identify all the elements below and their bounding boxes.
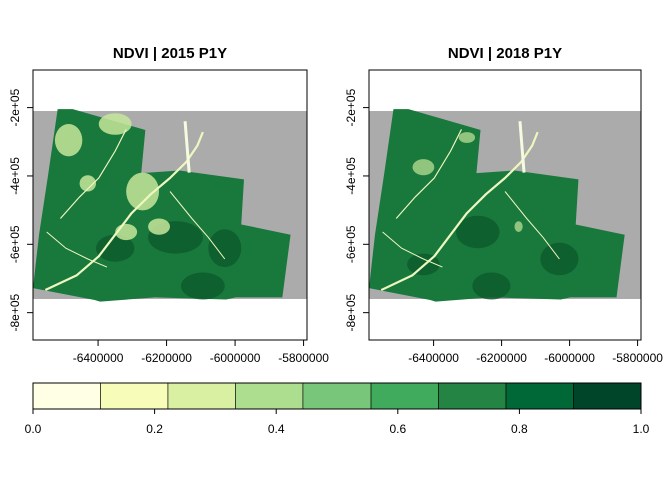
river-tributary [59, 129, 127, 219]
sparse-vegetation-patch [458, 132, 476, 143]
dense-vegetation-patch [208, 229, 242, 268]
x-tick-label: -5800000 [612, 351, 663, 365]
colorbar-swatch [235, 382, 304, 410]
colorbar-tick-label: 0.8 [511, 422, 528, 436]
x-tick-label: -6400000 [73, 351, 124, 365]
panel-raster [33, 109, 307, 302]
y-tick-label: -6e+05 [8, 225, 22, 263]
y-tick-label: -4e+05 [8, 157, 22, 195]
sparse-vegetation-patch [98, 113, 132, 135]
y-tick-label: -2e+05 [344, 88, 358, 126]
colorbar-swatch [32, 382, 101, 410]
river-main [380, 131, 539, 292]
y-tick-label: -4e+05 [344, 157, 358, 195]
colorbar-swatch [370, 382, 439, 410]
panel-title: NDVI | 2015 P1Y [113, 45, 227, 62]
colorbar-swatch [100, 382, 169, 410]
colorbar-swatch [438, 382, 507, 410]
edge-streak [518, 121, 526, 173]
y-tick-label: -8e+05 [8, 293, 22, 331]
colorbar-swatch [302, 382, 372, 410]
colorbar-frame [32, 382, 642, 410]
dense-vegetation-patch [96, 234, 135, 262]
river-tributary [46, 231, 108, 268]
river-tributary [382, 231, 443, 268]
panel-raster [369, 109, 641, 302]
map-panel: NDVI | 2018 P1Y -6400000 -6200000 -6000000 -… [344, 45, 663, 365]
sparse-vegetation-patch [514, 221, 523, 233]
sparse-vegetation-patch [79, 175, 97, 192]
colorbar-tick-label: 0.0 [25, 422, 42, 436]
river-tributary [169, 191, 226, 260]
river-tributary [504, 191, 560, 260]
sparse-vegetation-patch [412, 159, 435, 176]
colorbar-legend: 0.0 0.2 0.4 0.6 0.8 1.0 [25, 382, 650, 436]
y-tick-label: -6e+05 [344, 225, 358, 263]
x-tick-label: -6200000 [141, 351, 192, 365]
colorbar-tick-label: 1.0 [633, 422, 650, 436]
y-tick-label: -2e+05 [8, 88, 22, 126]
panel-title: NDVI | 2018 P1Y [448, 45, 562, 62]
panels: NDVI | 2015 P1Y -6400000 -6200000 -6000000 -… [8, 45, 663, 365]
colorbar-swatch [167, 382, 236, 410]
colorbar-tick-label: 0.4 [268, 422, 285, 436]
map-panel: NDVI | 2015 P1Y -6400000 -6200000 -6000000 -… [8, 45, 329, 365]
edge-streak [183, 121, 191, 173]
river-tributary [395, 129, 463, 219]
y-tick-label: -8e+05 [344, 293, 358, 331]
x-tick-label: -6200000 [476, 351, 527, 365]
sparse-vegetation-patch [54, 124, 83, 157]
colorbar-swatch [573, 382, 642, 410]
colorbar-tick-label: 0.6 [389, 422, 406, 436]
colorbar-tick-label: 0.2 [146, 422, 163, 436]
x-tick-label: -6000000 [210, 351, 261, 365]
river-main [44, 131, 204, 292]
sparse-vegetation-patch [148, 218, 170, 235]
x-tick-label: -5800000 [278, 351, 329, 365]
colorbar-swatch [505, 382, 574, 410]
sparse-vegetation-patch [126, 172, 160, 211]
dense-vegetation-patch [456, 215, 500, 249]
dense-vegetation-patch [472, 272, 511, 300]
x-tick-label: -6000000 [544, 351, 595, 365]
dense-vegetation-patch [180, 272, 225, 300]
x-tick-label: -6400000 [408, 351, 459, 365]
